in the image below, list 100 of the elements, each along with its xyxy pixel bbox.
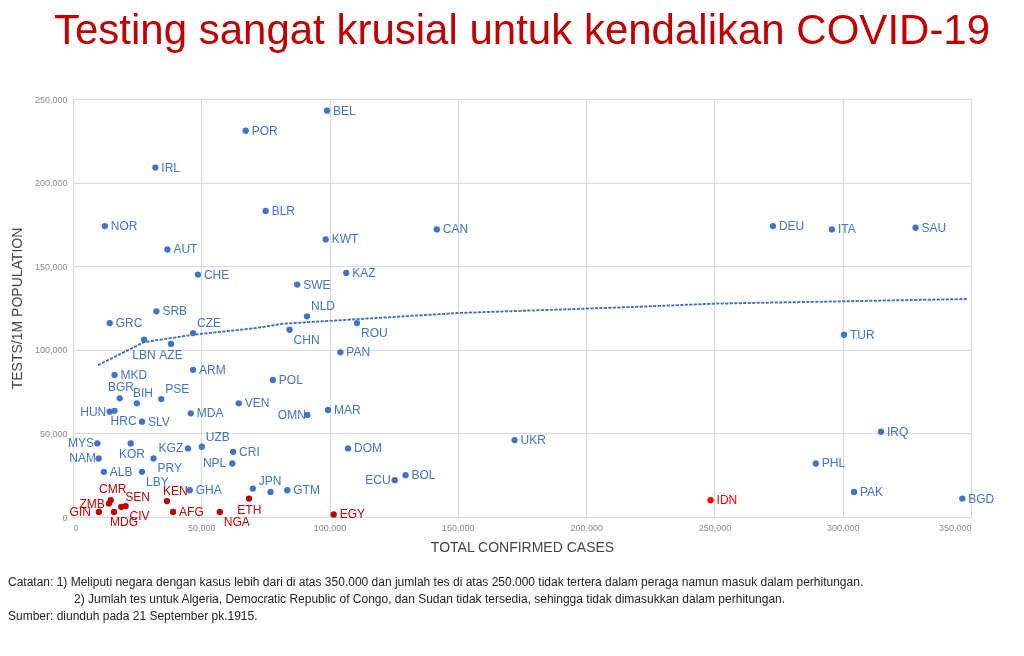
point <box>850 488 858 496</box>
point <box>769 222 777 230</box>
point <box>262 207 269 215</box>
series-label: AFG <box>179 504 204 519</box>
point <box>169 508 177 516</box>
point <box>353 319 361 327</box>
point <box>153 308 160 315</box>
y-tick-label: 0 <box>62 512 68 523</box>
series-label: POL <box>278 372 304 387</box>
x-tick-label: 250,000 <box>698 522 732 533</box>
point <box>707 497 714 504</box>
series-label: KOR <box>119 447 146 462</box>
point <box>284 487 291 494</box>
series-label: BLR <box>271 204 296 219</box>
series-label: GHA <box>195 483 222 498</box>
point <box>267 488 274 496</box>
point <box>242 127 249 134</box>
y-tick-label: 50,000 <box>39 428 68 439</box>
series-label: NOR <box>110 219 138 234</box>
point <box>100 468 107 476</box>
series-label: PSE <box>165 382 190 397</box>
point <box>343 269 350 277</box>
point <box>163 497 171 505</box>
point <box>94 440 101 447</box>
point <box>245 495 253 502</box>
series-label: CHE <box>203 267 230 282</box>
series-label: CMR <box>99 482 127 497</box>
series-label: UZB <box>205 429 230 444</box>
point <box>269 376 277 384</box>
series-label: PAN <box>346 345 371 360</box>
x-tick-label: 350,000 <box>938 522 972 533</box>
series-label: GRC <box>115 316 143 331</box>
point <box>138 418 146 425</box>
point <box>122 502 129 510</box>
y-tick-label: 200,000 <box>34 178 68 189</box>
series-label: BGD <box>968 491 995 506</box>
point <box>198 443 205 450</box>
series-label: UKR <box>520 433 547 448</box>
point <box>110 508 118 516</box>
x-tick-label: 150,000 <box>442 522 475 533</box>
series-label: ETH <box>237 502 262 517</box>
series-label: IRL <box>161 160 181 175</box>
text: Sumber: diunduh pada 21 September pk.1915. <box>8 608 259 625</box>
point <box>812 460 819 467</box>
series-label: MDA <box>196 406 224 421</box>
point <box>116 395 123 402</box>
series-label: KGZ <box>158 441 184 456</box>
point <box>184 445 192 452</box>
series-label: SEN <box>125 489 150 504</box>
point <box>877 428 885 435</box>
point <box>249 485 257 492</box>
series-label: ECU <box>365 473 391 488</box>
series-label: BOL <box>411 468 436 483</box>
x-tick-label: 50,000 <box>188 522 216 533</box>
x-tick-label: 300,000 <box>826 522 860 533</box>
series-label: SWE <box>303 277 331 292</box>
series-label: NPL <box>202 456 227 471</box>
series-label: LBN <box>132 347 156 362</box>
point <box>229 460 236 467</box>
point <box>158 395 165 403</box>
series-label: BIH <box>132 386 153 401</box>
point <box>286 326 293 333</box>
point <box>391 477 398 484</box>
point <box>294 281 301 288</box>
series-label: HUN <box>80 404 107 419</box>
point <box>828 226 836 233</box>
series-label: CHN <box>293 332 320 347</box>
series-label: SAU <box>921 220 947 235</box>
series-label: HRC <box>110 413 137 428</box>
series-label: AZE <box>159 347 183 362</box>
series-label: NGA <box>223 514 250 529</box>
series-label: CAN <box>442 222 469 237</box>
series-label: ALB <box>109 464 133 479</box>
series-label: ROU <box>361 326 388 341</box>
series-label: PAK <box>860 484 884 499</box>
series-label: KAZ <box>352 265 376 280</box>
x-tick-label: 200,000 <box>570 522 603 533</box>
series-label: KWT <box>331 232 360 247</box>
point <box>164 246 171 253</box>
series-label: CRI <box>239 444 260 459</box>
point <box>111 407 118 414</box>
series-label: SLV <box>148 414 170 429</box>
series-label: POR <box>251 123 279 138</box>
series-label: BGR <box>108 380 135 395</box>
point <box>189 366 197 374</box>
point <box>330 511 337 518</box>
series-label: MKD <box>120 367 148 382</box>
x-tick-label: 0 <box>73 522 79 533</box>
series-label: ITA <box>837 222 856 237</box>
series-label: GTM <box>293 483 320 498</box>
series-label: TUR <box>850 327 875 342</box>
series-label: KEN <box>162 484 188 499</box>
series-label: NLD <box>310 299 336 314</box>
series-label: IDN <box>716 493 738 508</box>
point <box>324 406 332 414</box>
point <box>187 410 194 417</box>
series-label: OMN <box>277 408 306 423</box>
series-label: MYS <box>67 436 94 451</box>
series-label: NAM <box>69 451 96 466</box>
point <box>101 222 108 230</box>
